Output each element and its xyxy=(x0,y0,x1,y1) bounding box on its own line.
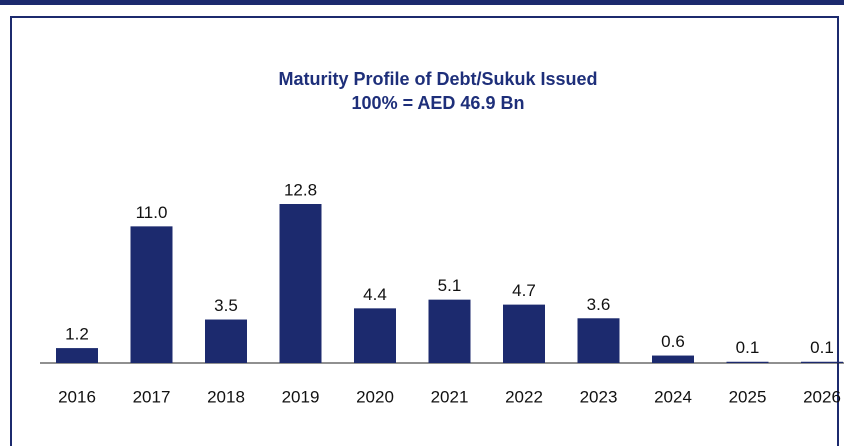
chart-title: Maturity Profile of Debt/Sukuk Issued xyxy=(278,69,597,89)
data-label: 3.5 xyxy=(214,296,238,315)
data-label: 0.1 xyxy=(810,338,834,357)
bar xyxy=(354,308,396,363)
x-tick-label: 2022 xyxy=(505,387,543,406)
bar xyxy=(56,348,98,363)
x-tick-label: 2024 xyxy=(654,387,692,406)
x-tick-label: 2018 xyxy=(207,387,245,406)
x-tick-label: 2017 xyxy=(133,387,171,406)
bar xyxy=(503,304,545,363)
x-tick-label: 2016 xyxy=(58,387,96,406)
x-tick-label: 2026 xyxy=(803,387,841,406)
top-band xyxy=(0,0,844,5)
data-label: 0.6 xyxy=(661,332,685,351)
data-label: 12.8 xyxy=(284,180,317,199)
data-label: 0.1 xyxy=(736,338,760,357)
x-tick-label: 2020 xyxy=(356,387,394,406)
x-tick-label: 2021 xyxy=(431,387,469,406)
data-label: 1.2 xyxy=(65,325,89,344)
chart-subtitle: 100% = AED 46.9 Bn xyxy=(352,93,525,113)
x-tick-label: 2023 xyxy=(580,387,618,406)
bar xyxy=(130,226,173,363)
bar xyxy=(428,299,471,363)
bar xyxy=(652,355,694,363)
x-tick-label: 2019 xyxy=(282,387,320,406)
bar xyxy=(726,361,769,363)
data-label: 5.1 xyxy=(438,276,462,295)
data-label: 3.6 xyxy=(587,295,611,314)
bar xyxy=(279,204,322,363)
frame xyxy=(10,16,839,446)
bar xyxy=(801,361,843,363)
data-label: 4.7 xyxy=(512,281,536,300)
x-tick-label: 2025 xyxy=(729,387,767,406)
bar xyxy=(205,319,247,363)
data-label: 11.0 xyxy=(136,203,168,222)
data-label: 4.4 xyxy=(363,285,387,304)
bar xyxy=(577,318,620,363)
